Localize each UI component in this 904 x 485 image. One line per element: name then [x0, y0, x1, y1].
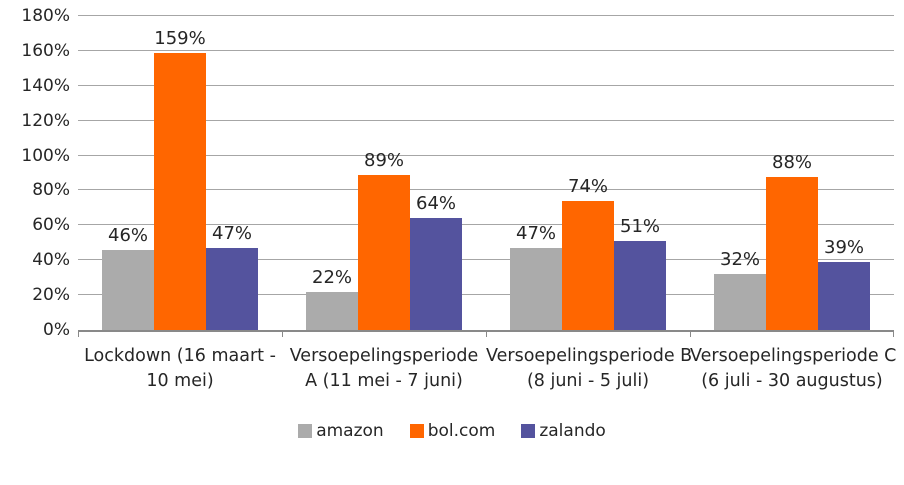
gridline	[78, 15, 894, 16]
bar-amazon: 46%	[102, 225, 154, 330]
bar-value-label: 22%	[311, 266, 353, 288]
y-axis-tick-label: 20%	[32, 285, 70, 306]
legend-item-zalando: zalando	[521, 421, 606, 441]
bar-zalando: 64%	[410, 193, 462, 330]
chart-legend: amazon bol.com zalando	[0, 421, 904, 441]
legend-swatch	[298, 424, 313, 438]
x-axis-tick	[486, 332, 487, 337]
legend-item-bol-com: bol.com	[409, 421, 496, 441]
x-axis-category-label: Versoepelingsperiode B (8 juni - 5 juli)	[486, 344, 693, 394]
bar-bol.com: 74%	[562, 176, 614, 330]
y-axis-tick-label: 60%	[32, 215, 70, 236]
x-axis-category-label-line: Versoepelingsperiode	[289, 346, 479, 366]
gridline	[78, 294, 894, 296]
bar-amazon: 32%	[714, 249, 766, 330]
x-axis-category-label-line: Lockdown (16 maart -	[84, 346, 276, 366]
legend-label: amazon	[316, 421, 384, 441]
gridline	[78, 224, 894, 226]
bar-value-label: 46%	[107, 224, 149, 246]
plot-area: 0% 20% 40% 60% 80% 100% 120% 140% 160% 180% 46% 159…	[21, 6, 894, 340]
bar-zalando: 39%	[818, 237, 870, 330]
legend-label: zalando	[539, 421, 606, 441]
bar-group: 46% 159% 47%	[78, 16, 282, 330]
bar-value-label: 47%	[211, 223, 253, 245]
bar-value-label: 39%	[823, 236, 865, 258]
x-axis-category-label-line: (6 juli - 30 augustus)	[701, 371, 883, 391]
x-axis-category-label-line: Versoepelingsperiode C	[690, 346, 897, 366]
x-axis-category-label-line: A (11 mei - 7 juni)	[305, 371, 463, 391]
y-axis-tick-label: 40%	[32, 250, 70, 271]
bar-zalando: 51%	[614, 216, 666, 330]
y-axis-tick-label: 80%	[32, 180, 70, 201]
y-axis-tick-label: 120%	[21, 110, 70, 131]
y-axis-tick-label: 0%	[43, 320, 70, 340]
bar-value-label: 159%	[154, 27, 206, 49]
legend-swatch	[409, 424, 424, 438]
y-axis-tick-label: 100%	[21, 145, 70, 166]
bar-group: 22% 89% 64%	[282, 16, 486, 330]
bar-bol.com: 89%	[358, 150, 410, 330]
bar-value-label: 32%	[719, 249, 761, 271]
x-axis-category-label: Lockdown (16 maart - 10 mei)	[78, 344, 282, 394]
gridline	[78, 259, 894, 261]
y-axis-tick-label: 140%	[21, 75, 70, 96]
legend-item-amazon: amazon	[298, 421, 384, 441]
gridline	[78, 189, 894, 191]
bar-group: 32% 88% 39%	[690, 16, 894, 330]
x-axis-category-label: Versoepelingsperiode A (11 mei - 7 juni)	[282, 344, 486, 394]
x-axis-labels: Lockdown (16 maart - 10 mei) Versoepelings…	[78, 344, 897, 394]
x-axis-category-label-line: 10 mei)	[146, 371, 214, 391]
x-axis-tick	[690, 332, 691, 337]
bar-groups: 46% 159% 47% 22% 89% 64% 47% 74% 51% 32% 88% 39%	[78, 16, 894, 330]
x-axis-tick	[78, 332, 79, 337]
legend-label: bol.com	[427, 421, 496, 441]
x-axis-tick	[893, 332, 894, 337]
bar-amazon: 47%	[510, 223, 562, 330]
bar-value-label: 47%	[515, 223, 557, 245]
gridline	[78, 49, 894, 51]
bar-group: 47% 74% 51%	[486, 16, 690, 330]
y-axis-tick-label: 160%	[21, 40, 70, 61]
gridline	[78, 119, 894, 121]
x-axis-tick	[282, 332, 283, 337]
bar-amazon: 22%	[306, 267, 358, 330]
bar-value-label: 51%	[619, 216, 661, 238]
bar-value-label: 88%	[771, 151, 813, 173]
x-axis-category-label: Versoepelingsperiode C (6 juli - 30 augus…	[690, 344, 897, 394]
bar-bol.com: 88%	[766, 152, 818, 330]
x-axis-category-label-line: (8 juni - 5 juli)	[526, 371, 650, 391]
legend-swatch	[521, 424, 536, 438]
gridline	[78, 154, 894, 156]
bar-bol.com: 159%	[154, 28, 206, 330]
bar-zalando: 47%	[206, 223, 258, 330]
bar-value-label: 89%	[363, 149, 405, 171]
bar-value-label: 64%	[415, 193, 457, 215]
gridline	[78, 84, 894, 86]
y-axis-tick-label: 180%	[21, 6, 70, 26]
x-axis-category-label-line: Versoepelingsperiode B	[486, 346, 693, 366]
bar-value-label: 74%	[567, 175, 609, 197]
